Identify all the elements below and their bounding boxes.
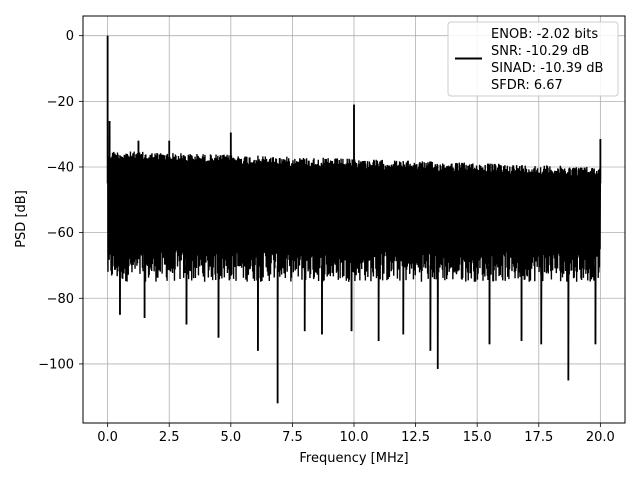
y-tick-label: −20 — [47, 95, 74, 110]
legend-sfdr: SFDR: 6.67 — [491, 78, 563, 93]
y-tick-label: 0 — [66, 29, 74, 44]
legend-box — [447, 21, 619, 97]
y-tick-label: −80 — [47, 292, 74, 307]
x-tick-label: 12.5 — [401, 430, 430, 445]
psd-line — [106, 35, 602, 404]
x-tick-label: 10.0 — [340, 430, 369, 445]
x-tick-label: 0.0 — [97, 430, 118, 445]
x-tick-label: 17.5 — [524, 430, 553, 445]
y-tick-label: −60 — [47, 226, 74, 241]
y-axis-label: PSD [dB] — [14, 190, 29, 248]
y-tick-label: −100 — [38, 357, 74, 372]
x-tick-label: 2.5 — [159, 430, 180, 445]
psd-series — [106, 35, 602, 404]
x-tick-label: 5.0 — [220, 430, 241, 445]
y-tick-label: −40 — [47, 160, 74, 175]
x-axis-label: Frequency [MHz] — [299, 451, 408, 466]
legend-enob: ENOB: -2.02 bits — [491, 27, 598, 42]
y-axis-ticks: 0 −20 −40 −60 −80 −100 — [38, 29, 83, 372]
x-tick-label: 15.0 — [463, 430, 492, 445]
x-axis-ticks: 0.0 2.5 5.0 7.5 10.0 12.5 15.0 17.5 20.0 — [97, 423, 615, 445]
x-tick-label: 20.0 — [586, 430, 615, 445]
legend-sinad: SINAD: -10.39 dB — [491, 61, 603, 76]
legend: ENOB: -2.02 bits SNR: -10.29 dB SINAD: -… — [447, 21, 619, 97]
x-tick-label: 7.5 — [282, 430, 303, 445]
legend-snr: SNR: -10.29 dB — [491, 44, 589, 59]
